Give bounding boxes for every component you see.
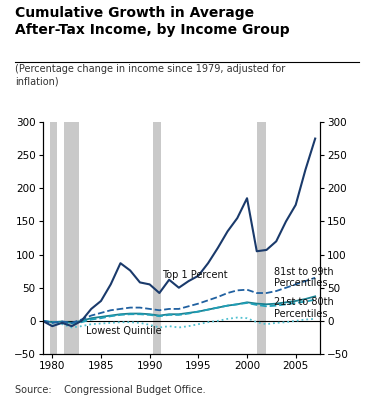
Text: Top 1 Percent: Top 1 Percent	[162, 270, 228, 280]
Bar	[257, 122, 266, 354]
Bar	[64, 122, 78, 354]
Text: 21st to 80th
Percentiles: 21st to 80th Percentiles	[274, 297, 334, 319]
Text: Source:    Congressional Budget Office.: Source: Congressional Budget Office.	[15, 385, 205, 395]
Text: Cumulative Growth in Average
After-Tax Income, by Income Group: Cumulative Growth in Average After-Tax I…	[15, 6, 289, 37]
Text: 81st to 99th
Percentiles: 81st to 99th Percentiles	[274, 267, 334, 288]
Text: (Percentage change in income since 1979, adjusted for
inflation): (Percentage change in income since 1979,…	[15, 64, 285, 86]
Text: Lowest Quintile: Lowest Quintile	[86, 326, 162, 336]
Bar	[50, 122, 57, 354]
Bar	[152, 122, 161, 354]
